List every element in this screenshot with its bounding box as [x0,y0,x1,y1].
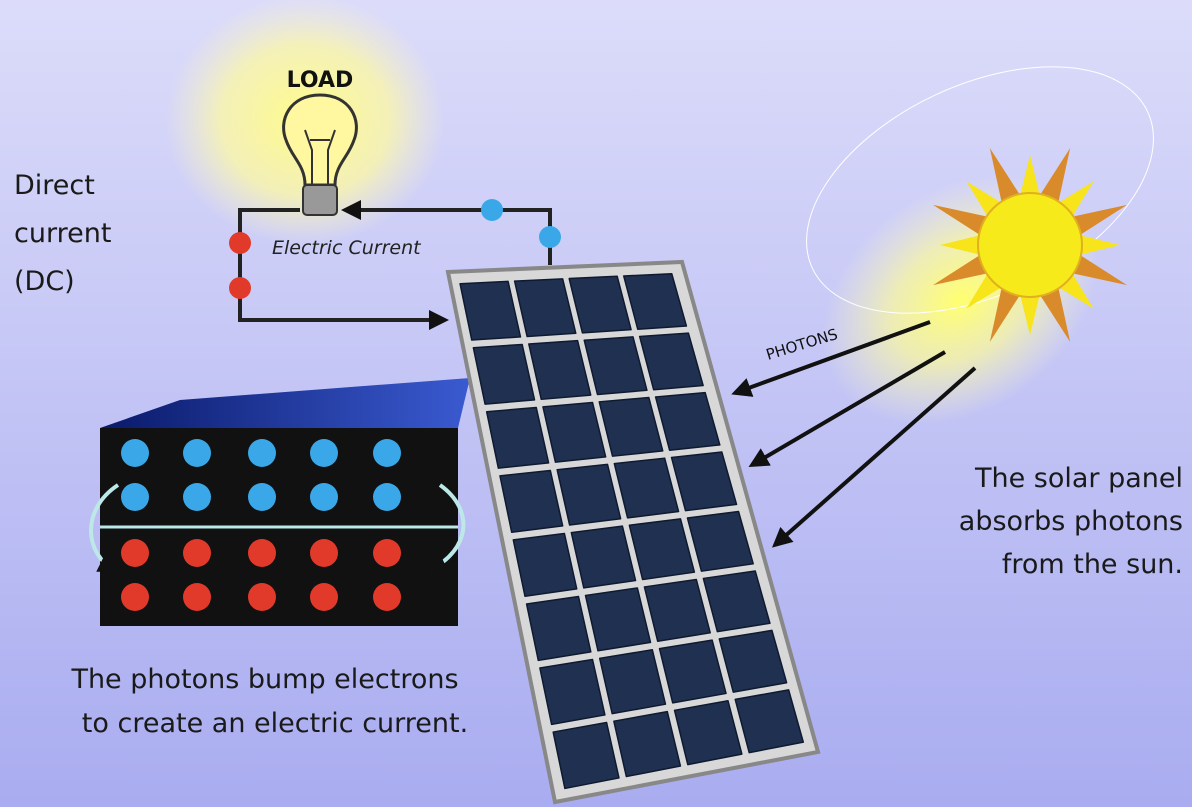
caption-line: from the sun. [1002,549,1183,580]
electron [373,483,401,511]
electron [310,439,338,467]
hole [248,583,276,611]
electron [183,439,211,467]
hole [310,583,338,611]
hole [373,583,401,611]
caption-line: The solar panel [974,463,1183,494]
panel-cell [527,596,591,660]
electron [121,439,149,467]
sun-core [978,193,1082,297]
dc-line: (DC) [14,266,75,297]
solar-diagram: LOAD Electric Current Direct current (DC… [0,0,1192,807]
hole [373,539,401,567]
caption-line: to create an electric current. [82,708,468,739]
electron [121,483,149,511]
electron [248,483,276,511]
hole [248,539,276,567]
load-label: LOAD [287,68,354,93]
caption-line: absorbs photons [959,506,1183,537]
electron [373,439,401,467]
electron [183,483,211,511]
hole [121,583,149,611]
electron [248,439,276,467]
electron [310,483,338,511]
panel-cell [540,659,605,724]
caption-line: The photons bump electrons [70,664,458,695]
hole [183,539,211,567]
panel-cell [553,722,619,788]
dc-line: Direct [14,170,95,201]
current-label: Electric Current [272,237,422,259]
dc-line: current [14,218,111,249]
hole [183,583,211,611]
panel-cell [513,533,576,596]
hole [121,539,149,567]
hole [310,539,338,567]
